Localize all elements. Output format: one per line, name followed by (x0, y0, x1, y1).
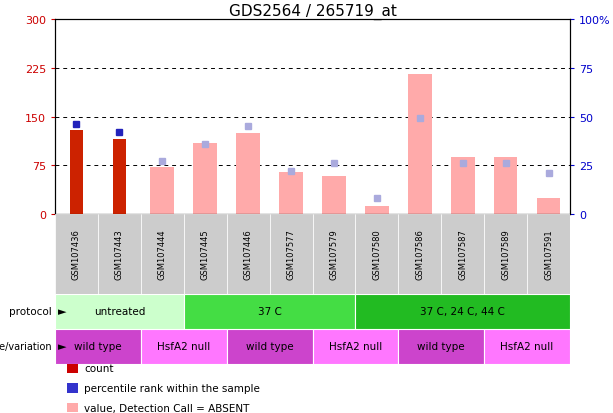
Bar (484, 214, 527, 294)
Text: GSM107580: GSM107580 (372, 229, 381, 280)
Text: GSM107589: GSM107589 (501, 229, 510, 280)
Text: GSM107587: GSM107587 (458, 229, 467, 280)
Bar (98, 214, 141, 294)
Text: GSM107586: GSM107586 (415, 229, 424, 280)
Bar (356, 294, 570, 329)
Bar (113, 140, 126, 214)
Text: wild type: wild type (74, 342, 122, 351)
Text: GSM107443: GSM107443 (115, 229, 124, 280)
Bar (55, 329, 141, 364)
Bar (313, 329, 398, 364)
Bar (451, 157, 474, 214)
Bar (270, 214, 313, 294)
Bar (322, 177, 346, 214)
Bar (356, 214, 398, 294)
Text: HsfA2 null: HsfA2 null (500, 342, 554, 351)
Bar (408, 75, 432, 214)
Text: ►: ► (58, 307, 67, 317)
Bar (141, 214, 184, 294)
Text: 37 C: 37 C (257, 307, 281, 317)
Bar (55, 214, 98, 294)
Text: genotype/variation: genotype/variation (0, 342, 52, 351)
Bar (484, 329, 570, 364)
Text: percentile rank within the sample: percentile rank within the sample (85, 383, 261, 393)
Text: wild type: wild type (417, 342, 465, 351)
Bar (227, 214, 270, 294)
Text: HsfA2 null: HsfA2 null (157, 342, 210, 351)
Text: protocol: protocol (9, 307, 52, 317)
Bar (280, 172, 303, 214)
Bar (184, 214, 227, 294)
Bar (70, 130, 83, 214)
Text: GSM107445: GSM107445 (200, 229, 210, 280)
Text: untreated: untreated (94, 307, 145, 317)
Bar (537, 198, 560, 214)
Bar (150, 168, 174, 214)
Text: value, Detection Call = ABSENT: value, Detection Call = ABSENT (85, 403, 250, 413)
Bar (55, 294, 184, 329)
Text: GSM107591: GSM107591 (544, 229, 553, 280)
Title: GDS2564 / 265719_at: GDS2564 / 265719_at (229, 4, 397, 20)
Text: GSM107446: GSM107446 (243, 229, 253, 280)
Bar (141, 329, 227, 364)
Bar (441, 214, 484, 294)
Bar (527, 214, 570, 294)
Text: HsfA2 null: HsfA2 null (329, 342, 382, 351)
Bar (184, 294, 356, 329)
Text: 37 C, 24 C, 44 C: 37 C, 24 C, 44 C (421, 307, 505, 317)
Text: GSM107579: GSM107579 (329, 229, 338, 280)
Bar (494, 157, 517, 214)
Bar (313, 214, 356, 294)
Bar (398, 329, 484, 364)
Bar (227, 329, 313, 364)
Text: ►: ► (58, 342, 67, 351)
Bar (398, 214, 441, 294)
Text: GSM107436: GSM107436 (72, 229, 81, 280)
Bar (237, 133, 260, 214)
Text: wild type: wild type (246, 342, 294, 351)
Text: GSM107444: GSM107444 (158, 229, 167, 280)
Text: GSM107577: GSM107577 (286, 229, 295, 280)
Bar (194, 143, 217, 214)
Bar (365, 206, 389, 214)
Text: count: count (85, 363, 114, 373)
